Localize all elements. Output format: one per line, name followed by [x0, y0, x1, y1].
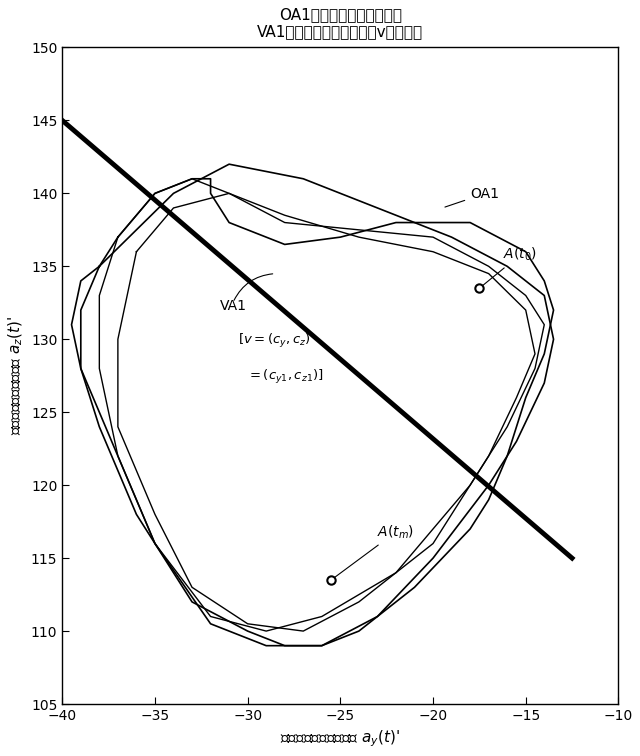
Text: $\ \ =(c_{y1},c_{z1})]$: $\ \ =(c_{y1},c_{z1})]$ [238, 368, 324, 386]
X-axis label: 前後方向平滑化加速度 $a_y(t)$': 前後方向平滑化加速度 $a_y(t)$' [280, 729, 401, 749]
Text: $A(t_0)$: $A(t_0)$ [481, 246, 538, 287]
Title: OA1：加速度プロファイル
VA1：第１主成分ベクトルvを表す軸: OA1：加速度プロファイル VA1：第１主成分ベクトルvを表す軸 [257, 7, 424, 39]
Text: VA1: VA1 [220, 299, 247, 313]
Text: OA1: OA1 [445, 187, 499, 207]
Text: $A(t_m)$: $A(t_m)$ [333, 523, 415, 578]
Y-axis label: 上下方向平滑化加速度 $a_z(t)$': 上下方向平滑化加速度 $a_z(t)$' [7, 316, 26, 435]
Text: $[v=(c_y,c_z)$: $[v=(c_y,c_z)$ [238, 332, 311, 350]
